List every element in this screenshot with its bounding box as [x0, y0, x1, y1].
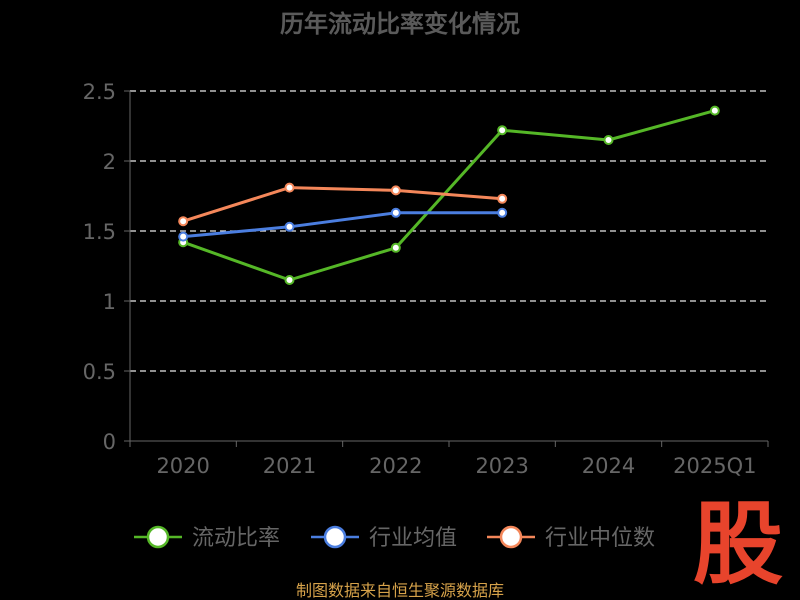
- data-point: [497, 193, 508, 204]
- data-point: [709, 105, 720, 116]
- x-tick-label: 2023: [475, 454, 528, 478]
- x-tick-label: 2025Q1: [673, 454, 756, 478]
- y-tick-label: 0.5: [83, 360, 116, 384]
- legend-swatch-marker: [146, 525, 170, 549]
- series-2: [178, 207, 508, 242]
- x-tick-label: 2024: [582, 454, 635, 478]
- y-tick-label: 0: [103, 430, 116, 454]
- y-axis-ticks: 0 0.5 1 1.5 2 2.5: [83, 80, 116, 454]
- data-point: [284, 221, 295, 232]
- series-3: [178, 182, 508, 227]
- x-axis-ticks: 2020 2021 2022 2023 2024 2025Q1: [156, 454, 756, 478]
- series-line: [183, 211, 503, 239]
- y-tick-label: 1: [103, 290, 116, 314]
- x-tick-label: 2022: [369, 454, 422, 478]
- series-group: [178, 105, 720, 285]
- data-point: [497, 125, 508, 136]
- data-point: [603, 135, 614, 145]
- legend-swatch-marker: [323, 525, 347, 549]
- series-1: [178, 105, 720, 285]
- legend-item[interactable]: 流动比率: [134, 525, 280, 551]
- data-point: [178, 216, 189, 227]
- y-tick-label: 1.5: [83, 220, 116, 244]
- y-tick-label: 2.5: [83, 80, 116, 104]
- legend-label: 流动比率: [192, 526, 280, 551]
- data-point: [178, 231, 189, 242]
- axes: [124, 90, 769, 447]
- source-note: 制图数据来自恒生聚源数据库: [296, 581, 504, 600]
- legend-swatch-marker: [499, 525, 523, 549]
- data-point: [497, 207, 508, 218]
- legend-label: 行业中位数: [545, 526, 655, 551]
- data-point: [390, 185, 401, 196]
- legend-label: 行业均值: [369, 526, 457, 551]
- legend-item[interactable]: 行业均值: [311, 525, 457, 551]
- series-line: [182, 109, 716, 282]
- logo-text: 股: [693, 492, 783, 597]
- y-tick-label: 2: [103, 150, 116, 174]
- x-tick-label: 2020: [156, 454, 209, 478]
- legend-item[interactable]: 行业中位数: [487, 525, 655, 551]
- legend: 流动比率 行业均值 行业中位数: [134, 525, 655, 551]
- chart-title: 历年流动比率变化情况: [280, 10, 520, 38]
- grid-lines: [130, 90, 768, 372]
- data-point: [390, 207, 401, 218]
- data-point: [284, 275, 295, 285]
- series-line: [182, 186, 503, 223]
- data-point: [284, 182, 295, 193]
- x-tick-label: 2021: [263, 454, 316, 478]
- data-point: [390, 242, 401, 253]
